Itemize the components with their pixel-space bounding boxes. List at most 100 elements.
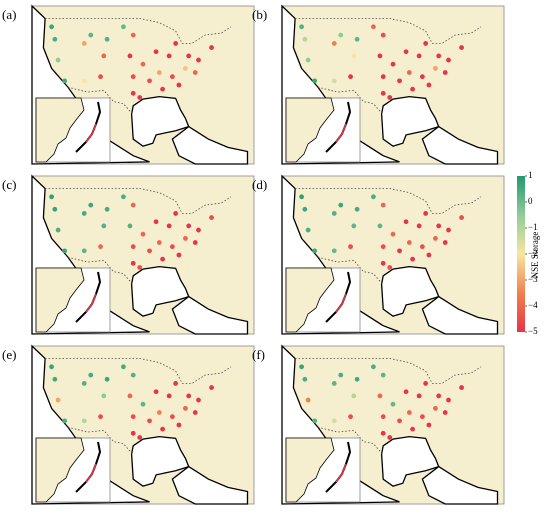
ocean: [171, 465, 249, 505]
station: [459, 215, 464, 220]
station: [166, 53, 172, 59]
station: [351, 53, 357, 59]
station: [305, 227, 311, 233]
station: [81, 211, 87, 216]
map-panel: [31, 344, 255, 505]
border: [45, 18, 232, 44]
station: [338, 372, 344, 378]
station: [130, 260, 136, 266]
station: [52, 376, 58, 382]
station: [173, 211, 179, 216]
inset: [285, 97, 361, 163]
border: [45, 358, 232, 384]
station: [130, 74, 136, 80]
station: [442, 70, 448, 75]
border: [317, 86, 383, 115]
japan-stations: [335, 123, 347, 143]
inset-land: [35, 437, 85, 503]
station: [137, 95, 143, 100]
station: [209, 215, 214, 220]
station: [49, 364, 54, 370]
japan-stations: [85, 293, 97, 313]
station: [104, 206, 110, 212]
station: [377, 393, 383, 399]
station: [156, 240, 162, 245]
panel-label: (d): [252, 177, 267, 192]
station: [130, 202, 136, 208]
station: [380, 372, 386, 378]
colorbar-tick-label: −4: [528, 300, 538, 310]
station: [377, 53, 383, 59]
station: [302, 206, 308, 212]
station: [380, 430, 386, 436]
colorbar-tick-label: −2: [528, 248, 538, 258]
station: [88, 32, 94, 38]
station: [52, 36, 58, 42]
station: [196, 227, 201, 233]
station: [419, 244, 425, 250]
station: [81, 41, 87, 46]
station: [299, 194, 304, 200]
station: [166, 393, 172, 399]
station: [192, 70, 198, 75]
station: [433, 405, 438, 411]
station: [52, 206, 58, 212]
station: [81, 248, 87, 254]
station: [121, 364, 126, 370]
inset: [35, 97, 111, 163]
station: [196, 57, 201, 63]
station: [419, 74, 425, 80]
station: [186, 53, 192, 59]
station: [299, 364, 304, 370]
colorbar-tick-label: 1: [528, 170, 533, 180]
station: [130, 90, 136, 96]
station: [137, 265, 143, 270]
station: [410, 256, 415, 262]
station: [169, 414, 175, 420]
station: [121, 194, 126, 200]
station: [209, 385, 214, 390]
colorbar-tick-label: 0: [528, 196, 533, 206]
station: [380, 414, 386, 420]
border: [45, 188, 232, 214]
station: [173, 41, 179, 46]
station: [397, 248, 402, 254]
station: [419, 414, 425, 420]
station: [446, 227, 451, 233]
station: [351, 393, 357, 399]
station: [348, 74, 353, 80]
ocean: [380, 265, 440, 317]
map-panel: [31, 4, 255, 165]
station: [403, 219, 409, 225]
station: [62, 418, 68, 424]
border: [67, 426, 133, 455]
station: [423, 381, 429, 386]
inset: [285, 267, 361, 333]
station: [192, 410, 198, 415]
station: [406, 70, 412, 75]
station: [390, 401, 396, 407]
station: [173, 381, 179, 386]
station: [81, 418, 87, 424]
station: [156, 70, 162, 75]
map-panel: [31, 174, 255, 335]
station: [81, 78, 87, 84]
inset-land: [35, 97, 85, 163]
station: [354, 376, 360, 382]
map-panel: [281, 344, 505, 505]
station: [62, 78, 68, 84]
station: [403, 49, 409, 55]
inset-land: [285, 97, 335, 163]
station: [380, 244, 386, 250]
station: [348, 414, 353, 420]
station: [166, 223, 172, 229]
station: [147, 418, 152, 424]
inset: [35, 437, 111, 503]
station: [104, 36, 110, 42]
station: [442, 240, 448, 245]
ocean: [380, 95, 440, 147]
station: [446, 397, 451, 403]
station: [160, 256, 165, 262]
station: [377, 223, 383, 229]
colorbar-tick-label: −3: [528, 274, 538, 284]
